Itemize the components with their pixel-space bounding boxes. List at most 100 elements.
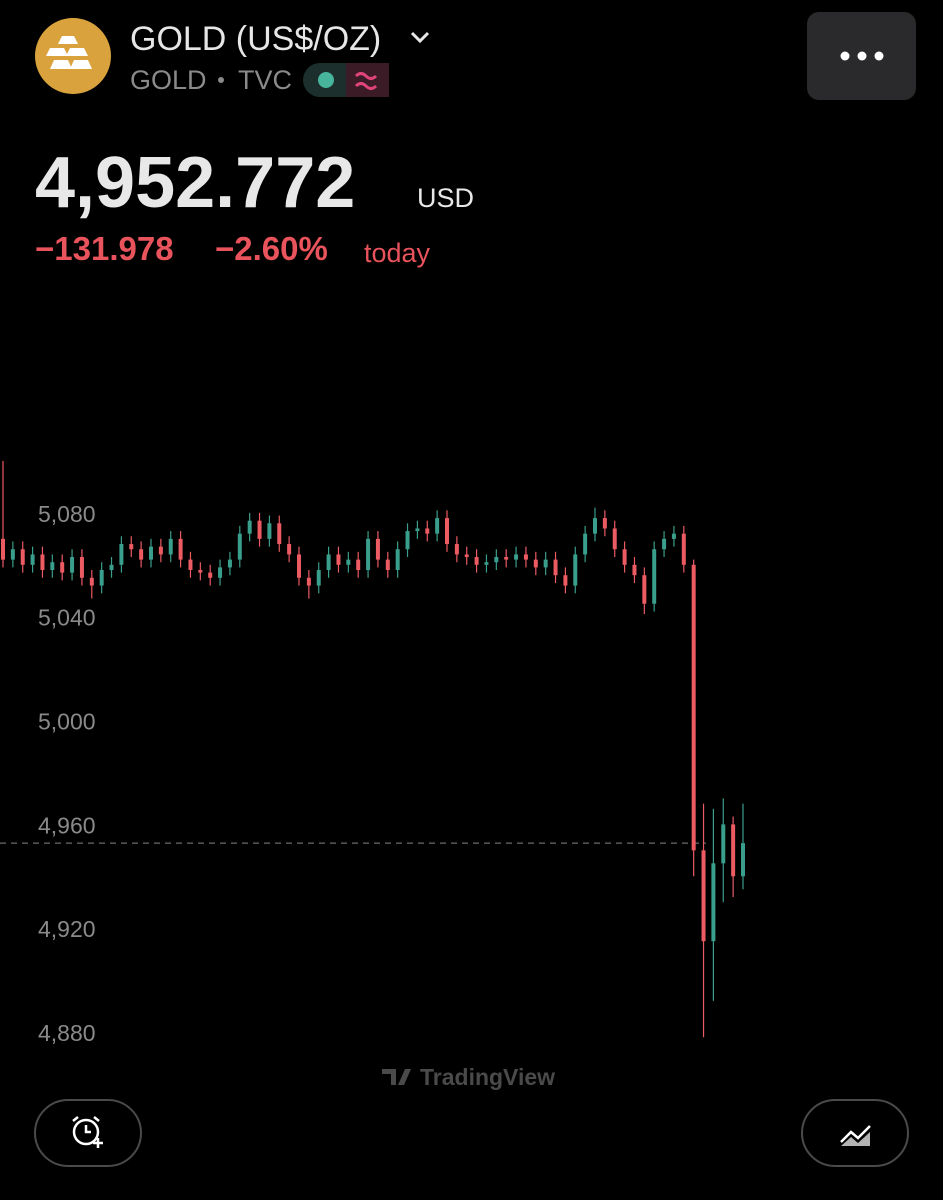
candle-body	[642, 575, 647, 604]
candle-body	[612, 528, 617, 550]
candle-body	[563, 575, 568, 586]
price-change: −131.978	[35, 230, 174, 267]
alert-button[interactable]	[34, 1099, 142, 1167]
candle-body	[129, 544, 134, 550]
candle-body	[741, 843, 745, 877]
price-change-percent: −2.60%	[215, 230, 328, 267]
candle-body	[494, 557, 499, 563]
candle-body	[346, 559, 351, 565]
candle-body	[543, 559, 548, 568]
candle-body	[721, 824, 726, 864]
more-button[interactable]	[807, 12, 916, 100]
candle-body	[326, 554, 331, 570]
chart-style-button[interactable]	[801, 1099, 909, 1167]
candle-body	[60, 562, 65, 573]
candle-body	[306, 577, 311, 586]
symbol-code: GOLD	[130, 65, 207, 95]
candle-body	[89, 577, 94, 586]
price: 4,952.772	[35, 143, 355, 223]
candle-body	[602, 518, 607, 529]
candle-body	[711, 863, 716, 942]
candle-body	[415, 528, 420, 532]
candle-body	[523, 554, 528, 560]
candle-body	[405, 531, 410, 550]
candle-body	[297, 554, 301, 578]
candle-body	[474, 557, 479, 565]
candle-body	[632, 564, 637, 576]
change-period: today	[364, 238, 431, 268]
candle-body	[454, 544, 459, 555]
candle-body	[425, 528, 430, 534]
status-pill	[303, 63, 389, 97]
candle-body	[158, 546, 163, 555]
candle-body	[70, 557, 75, 573]
candle-body	[208, 572, 213, 578]
symbol-title[interactable]: GOLD (US$/OZ)	[130, 20, 381, 58]
candle-body	[218, 567, 223, 578]
currency: USD	[417, 183, 474, 213]
candle-body	[731, 824, 736, 877]
candle-body	[366, 538, 371, 570]
candle-body	[178, 538, 183, 560]
y-tick-label: 4,960	[38, 812, 96, 838]
candle-body	[149, 546, 153, 560]
candle-body	[622, 549, 627, 565]
y-tick-label: 4,880	[38, 1020, 96, 1046]
candle-body	[504, 557, 509, 560]
candle-body	[435, 518, 440, 534]
symbol-icon	[35, 18, 111, 94]
candle-body	[1, 538, 5, 560]
candle-body	[168, 538, 173, 555]
candle-body	[445, 518, 449, 545]
candle-body	[385, 559, 390, 570]
y-tick-label: 5,080	[38, 501, 96, 527]
candle-body	[553, 559, 558, 576]
candle-body	[484, 562, 489, 565]
candle-body	[356, 559, 361, 570]
y-tick-label: 5,000	[38, 709, 96, 735]
candle-body	[188, 559, 193, 570]
dropdown-icon[interactable]	[410, 31, 430, 44]
watermark-logo	[382, 1069, 411, 1085]
candle-body	[691, 564, 696, 851]
candle-body	[79, 557, 84, 578]
candle-body	[681, 533, 686, 565]
candle-body	[336, 554, 341, 565]
candle-body	[267, 523, 272, 539]
exchange: TVC	[238, 65, 292, 95]
candle-body	[277, 523, 282, 545]
candle-body	[50, 562, 55, 570]
candle-body	[671, 533, 676, 539]
candle-body	[99, 570, 104, 586]
chart: 4,880 4,920 4,960 5,000 5,040 5,080	[0, 460, 745, 1046]
candle-body	[40, 554, 45, 570]
candle-body	[573, 554, 578, 586]
candle-body	[701, 850, 706, 942]
candle-body	[583, 533, 588, 555]
candle-body	[247, 520, 252, 534]
candle-body	[20, 549, 25, 565]
candle-body	[30, 554, 35, 565]
candle-body	[514, 554, 519, 560]
candle-body	[257, 520, 262, 539]
candle-body	[109, 564, 114, 570]
separator-dot	[218, 77, 224, 83]
candle-body	[119, 544, 124, 565]
y-tick-label: 5,040	[38, 605, 96, 631]
candle-body	[464, 554, 469, 558]
candle-body	[395, 549, 400, 570]
candle-body	[10, 549, 15, 560]
candle-body	[237, 533, 242, 560]
candle-body	[652, 549, 657, 604]
candle-body	[287, 544, 292, 555]
candle-body	[227, 559, 232, 568]
watermark: TradingView	[420, 1064, 555, 1090]
candle-body	[316, 570, 321, 586]
candle-body	[139, 549, 144, 560]
candle-body	[375, 538, 380, 560]
candle-body	[198, 570, 203, 573]
candle-body	[662, 538, 667, 550]
